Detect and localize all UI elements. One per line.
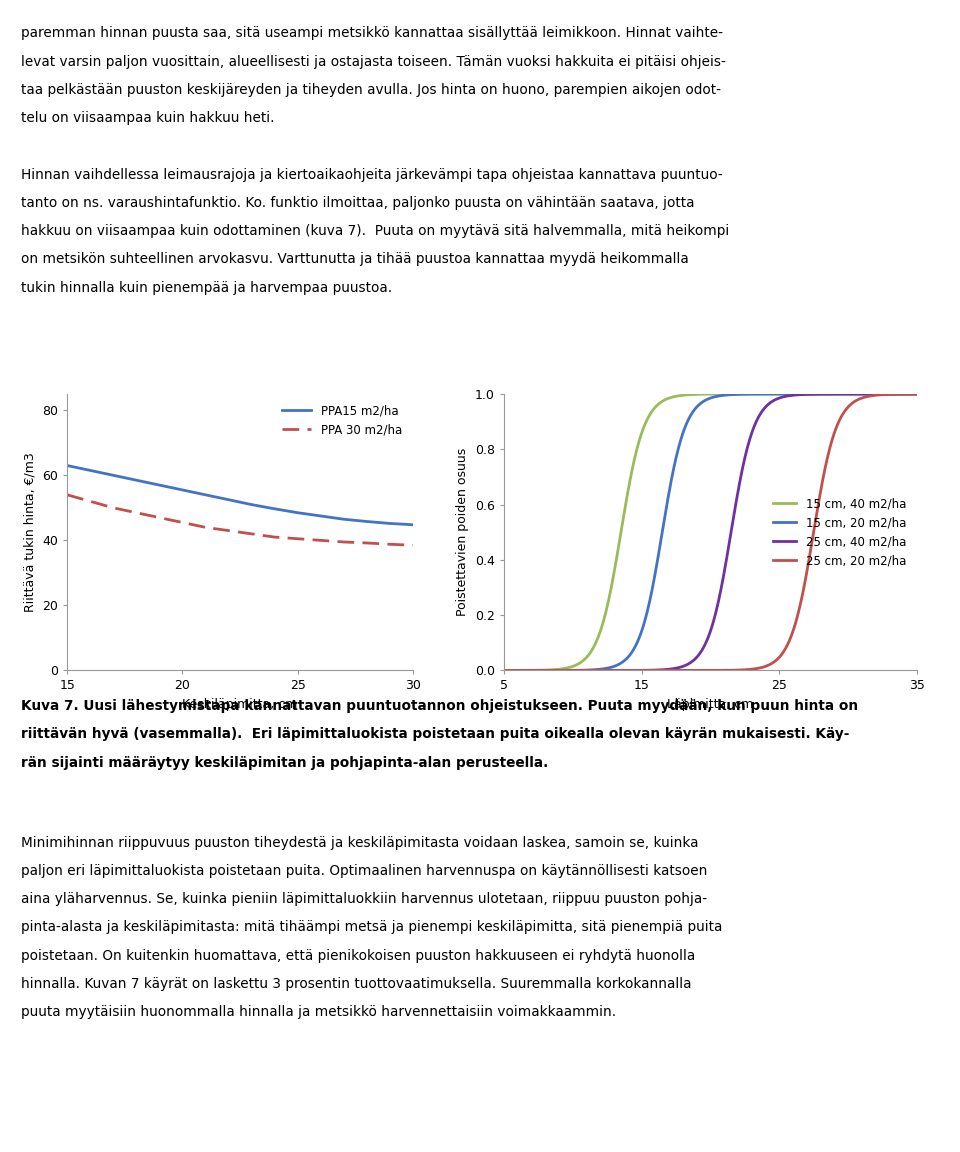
15 cm, 20 m2/ha [911, 387, 923, 401]
25 cm, 20 m2/ha [911, 387, 923, 401]
15 cm, 20 m2/ha [722, 388, 733, 402]
Text: rän sijainti määräytyy keskiläpimitan ja pohjapinta-alan perusteella.: rän sijainti määräytyy keskiläpimitan ja… [21, 756, 548, 770]
25 cm, 20 m2/ha [722, 664, 733, 677]
15 cm, 40 m2/ha [901, 387, 913, 401]
Text: on metsikön suhteellinen arvokasvu. Varttunutta ja tihää puustoa kannattaa myydä: on metsikön suhteellinen arvokasvu. Vart… [21, 252, 689, 266]
25 cm, 20 m2/ha [836, 408, 848, 422]
25 cm, 20 m2/ha [744, 662, 756, 676]
Line: 15 cm, 20 m2/ha: 15 cm, 20 m2/ha [504, 394, 917, 670]
15 cm, 40 m2/ha [836, 387, 848, 401]
25 cm, 40 m2/ha [901, 387, 913, 401]
15 cm, 20 m2/ha [694, 397, 706, 411]
25 cm, 20 m2/ha [901, 387, 913, 401]
15 cm, 40 m2/ha [498, 664, 510, 677]
25 cm, 20 m2/ha [498, 664, 510, 677]
Text: paljon eri läpimittaluokista poistetaan puita. Optimaalinen harvennuspa on käytä: paljon eri läpimittaluokista poistetaan … [21, 864, 708, 878]
Line: 25 cm, 40 m2/ha: 25 cm, 40 m2/ha [504, 394, 917, 670]
Legend: PPA15 m2/ha, PPA 30 m2/ha: PPA15 m2/ha, PPA 30 m2/ha [277, 400, 407, 441]
25 cm, 40 m2/ha [836, 387, 848, 401]
Y-axis label: Riittävä tukin hinta, €/m3: Riittävä tukin hinta, €/m3 [24, 453, 36, 612]
Line: 25 cm, 20 m2/ha: 25 cm, 20 m2/ha [504, 394, 917, 670]
Legend: 15 cm, 40 m2/ha, 15 cm, 20 m2/ha, 25 cm, 40 m2/ha, 25 cm, 20 m2/ha: 15 cm, 40 m2/ha, 15 cm, 20 m2/ha, 25 cm,… [768, 493, 911, 571]
25 cm, 20 m2/ha [697, 664, 708, 677]
Text: poistetaan. On kuitenkin huomattava, että pienikokoisen puuston hakkuuseen ei ry: poistetaan. On kuitenkin huomattava, ett… [21, 949, 695, 963]
15 cm, 40 m2/ha [744, 387, 756, 401]
25 cm, 40 m2/ha [694, 646, 706, 660]
Text: puuta myytäisiin huonommalla hinnalla ja metsikkö harvennettaisiin voimakkaammin: puuta myytäisiin huonommalla hinnalla ja… [21, 1005, 616, 1020]
25 cm, 40 m2/ha [697, 643, 708, 657]
Text: levat varsin paljon vuosittain, alueellisesti ja ostajasta toiseen. Tämän vuoksi: levat varsin paljon vuosittain, alueelli… [21, 55, 726, 69]
15 cm, 20 m2/ha [744, 387, 756, 401]
15 cm, 20 m2/ha [901, 387, 913, 401]
15 cm, 20 m2/ha [836, 387, 848, 401]
Y-axis label: Poistettavien poiden osuus: Poistettavien poiden osuus [456, 448, 469, 616]
Text: Minimihinnan riippuvuus puuston tiheydestä ja keskiläpimitasta voidaan laskea, s: Minimihinnan riippuvuus puuston tiheydes… [21, 836, 699, 850]
Line: 15 cm, 40 m2/ha: 15 cm, 40 m2/ha [504, 394, 917, 670]
25 cm, 20 m2/ha [694, 664, 706, 677]
15 cm, 40 m2/ha [697, 387, 708, 401]
Text: taa pelkästään puuston keskijäreyden ja tiheyden avulla. Jos hinta on huono, par: taa pelkästään puuston keskijäreyden ja … [21, 83, 721, 97]
25 cm, 40 m2/ha [744, 432, 756, 446]
15 cm, 20 m2/ha [697, 395, 708, 409]
15 cm, 40 m2/ha [722, 387, 733, 401]
Text: Hinnan vaihdellessa leimausrajoja ja kiertoaikaohjeita järkevämpi tapa ohjeistaa: Hinnan vaihdellessa leimausrajoja ja kie… [21, 168, 723, 182]
25 cm, 40 m2/ha [722, 547, 733, 561]
X-axis label: Läpimitta, cm: Läpimitta, cm [667, 698, 754, 711]
25 cm, 40 m2/ha [911, 387, 923, 401]
15 cm, 40 m2/ha [911, 387, 923, 401]
Text: tukin hinnalla kuin pienempää ja harvempaa puustoa.: tukin hinnalla kuin pienempää ja harvemp… [21, 281, 393, 295]
Text: paremman hinnan puusta saa, sitä useampi metsikkö kannattaa sisällyttää leimikko: paremman hinnan puusta saa, sitä useampi… [21, 26, 723, 40]
Text: tanto on ns. varaushintafunktio. Ko. funktio ilmoittaa, paljonko puusta on vähin: tanto on ns. varaushintafunktio. Ko. fun… [21, 196, 695, 210]
Text: hinnalla. Kuvan 7 käyrät on laskettu 3 prosentin tuottovaatimuksella. Suuremmall: hinnalla. Kuvan 7 käyrät on laskettu 3 p… [21, 977, 691, 991]
Text: pinta-alasta ja keskiläpimitasta: mitä tihäämpi metsä ja pienempi keskiläpimitta: pinta-alasta ja keskiläpimitasta: mitä t… [21, 920, 723, 934]
Text: hakkuu on viisaampaa kuin odottaminen (kuva 7).  Puuta on myytävä sitä halvemmal: hakkuu on viisaampaa kuin odottaminen (k… [21, 223, 730, 238]
Text: telu on viisaampaa kuin hakkuu heti.: telu on viisaampaa kuin hakkuu heti. [21, 112, 275, 126]
15 cm, 20 m2/ha [498, 664, 510, 677]
15 cm, 40 m2/ha [694, 387, 706, 401]
25 cm, 40 m2/ha [498, 664, 510, 677]
Text: riittävän hyvä (vasemmalla).  Eri läpimittaluokista poistetaan puita oikealla ol: riittävän hyvä (vasemmalla). Eri läpimit… [21, 728, 850, 742]
Text: aina yläharvennus. Se, kuinka pieniin läpimittaluokkiin harvennus ulotetaan, rii: aina yläharvennus. Se, kuinka pieniin lä… [21, 893, 708, 907]
X-axis label: Keskiläpimitta, cm: Keskiläpimitta, cm [182, 698, 298, 711]
Text: Kuva 7. Uusi lähestymistapa kannattavan puuntuotannon ohjeistukseen. Puuta myydä: Kuva 7. Uusi lähestymistapa kannattavan … [21, 699, 858, 713]
